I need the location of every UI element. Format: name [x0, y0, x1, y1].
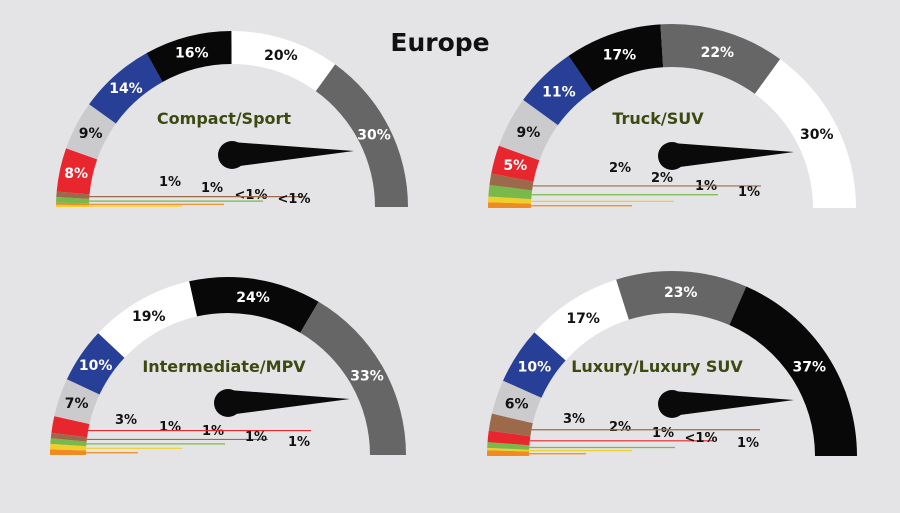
gauge-1-segment-red: [56, 148, 98, 195]
gauge-4-segment-label: 6%: [505, 397, 529, 413]
gauge-4-segment-dark_gray: [616, 271, 747, 326]
gauge-3-segment-green: [50, 438, 87, 447]
gauge-2-small-label: 1%: [738, 185, 760, 200]
gauge-1-segment-yellow: [56, 204, 90, 207]
gauge-4-segment-label: 23%: [664, 285, 698, 301]
gauge-3-segment-orange: [50, 449, 87, 455]
gauge-3-segment-black: [189, 277, 319, 333]
gauge-4-segment-blue: [503, 332, 566, 398]
gauge-3-segment-light_gray: [54, 379, 100, 425]
gauge-4-segment-green: [487, 442, 530, 450]
gauge-4-segment-red: [487, 430, 531, 446]
gauge-3-segment-blue: [66, 333, 125, 395]
gauge-2-segment-red: [491, 145, 540, 182]
gauge-2-segment-label: 5%: [503, 158, 527, 174]
gauge-4-segment-white: [534, 279, 629, 361]
gauge-3-small-label: 1%: [288, 435, 310, 450]
gauge-4-small-label: 2%: [609, 420, 631, 435]
gauge-1-segment-label: 9%: [79, 126, 103, 142]
gauge-3-segment-white: [98, 281, 198, 358]
gauge-4-needle: [672, 391, 794, 416]
gauge-1-segment-white: [231, 30, 336, 92]
gauge-2-segment-dark_gray: [660, 24, 781, 94]
gauge-3-segment-brown: [50, 432, 88, 442]
gauge-3-segment-dark_gray: [300, 301, 406, 455]
gauge-2-segment-label: 11%: [542, 84, 576, 100]
gauge-1-segment-label: 8%: [64, 166, 88, 182]
gauge-3-needle: [228, 390, 350, 415]
gauge-1-segment-brown: [56, 191, 90, 199]
gauge-3-segment-red: [51, 416, 90, 438]
gauge-2-segment-light_gray: [498, 99, 558, 161]
gauge-4-segment-orange: [487, 450, 530, 456]
gauge-2-segment-black: [568, 24, 664, 92]
gauge-4-small-label: 1%: [737, 436, 759, 451]
gauge-1-segment-dark_gray: [315, 64, 408, 207]
gauge-3-segment-label: 19%: [132, 309, 166, 325]
gauge-2-segment-label: 30%: [800, 127, 834, 143]
gauge-2-small-label: 2%: [609, 161, 631, 176]
gauge-3-segment-label: 7%: [65, 396, 89, 412]
gauge-1-segment-blue: [89, 53, 163, 124]
gauge-1-segment-label: 16%: [175, 46, 209, 62]
gauge-2-title: Truck/SUV: [612, 109, 704, 128]
gauge-2-segment-brown: [489, 173, 534, 191]
gauge-2-small-label: 2%: [651, 171, 673, 186]
gauge-4-segment-label: 17%: [566, 311, 600, 327]
gauge-4-segment-label: 10%: [518, 360, 552, 376]
gauge-3-small-label: 1%: [245, 430, 267, 445]
page-title: Europe: [390, 28, 490, 57]
gauge-1-segment-label: 20%: [264, 48, 298, 64]
gauge-3-small-label: 1%: [159, 420, 181, 435]
gauge-4-segment-label: 37%: [793, 359, 827, 375]
gauge-3-segment-label: 33%: [350, 369, 384, 385]
gauge-2-segment-label: 9%: [516, 125, 540, 141]
gauge-4-small-label: 1%: [652, 426, 674, 441]
gauge-4-small-label: 3%: [563, 412, 585, 427]
gauge-4-segment-light_gray: [491, 380, 542, 424]
gauge-4-small-label: <1%: [685, 431, 718, 446]
gauge-4-title: Luxury/Luxury SUV: [571, 357, 743, 376]
gauge-2-segment-orange: [488, 202, 532, 208]
gauge-2-segment-label: 22%: [701, 45, 735, 61]
gauge-3-small-label: 1%: [202, 424, 224, 439]
gauge-1-segment-black: [146, 31, 232, 82]
gauge-2-segment-yellow: [488, 196, 532, 204]
gauge-1-title: Compact/Sport: [157, 109, 291, 128]
gauge-1-segment-orange: [56, 202, 90, 206]
gauge-3-small-label: 3%: [115, 413, 137, 428]
gauge-2-segment-green: [488, 184, 533, 200]
gauge-4-segment-black: [729, 286, 857, 456]
gauge-1-small-label: <1%: [235, 188, 268, 203]
gauge-3-segment-label: 10%: [79, 358, 113, 374]
gauge-2-segment-label: 17%: [603, 47, 637, 63]
gauge-2-segment-blue: [523, 55, 593, 126]
gauge-1-segment-label: 30%: [357, 127, 391, 143]
gauge-1-segment-green: [56, 197, 90, 204]
gauge-1-needle: [232, 142, 354, 167]
gauge-4-segment-brown: [488, 413, 533, 437]
gauge-1-segment-label: 14%: [109, 81, 143, 97]
gauge-4-segment-yellow: [487, 447, 530, 452]
gauge-3-segment-yellow: [50, 443, 87, 451]
gauge-3-segment-label: 24%: [236, 290, 270, 306]
gauge-3-title: Intermediate/MPV: [142, 357, 306, 376]
gauge-1-small-label: 1%: [201, 181, 223, 196]
gauge-1-small-label: <1%: [278, 192, 311, 207]
gauge-1-small-label: 1%: [159, 175, 181, 190]
gauge-2-needle: [672, 143, 794, 168]
gauge-1-segment-light_gray: [66, 104, 116, 160]
gauge-2-segment-white: [754, 59, 856, 209]
